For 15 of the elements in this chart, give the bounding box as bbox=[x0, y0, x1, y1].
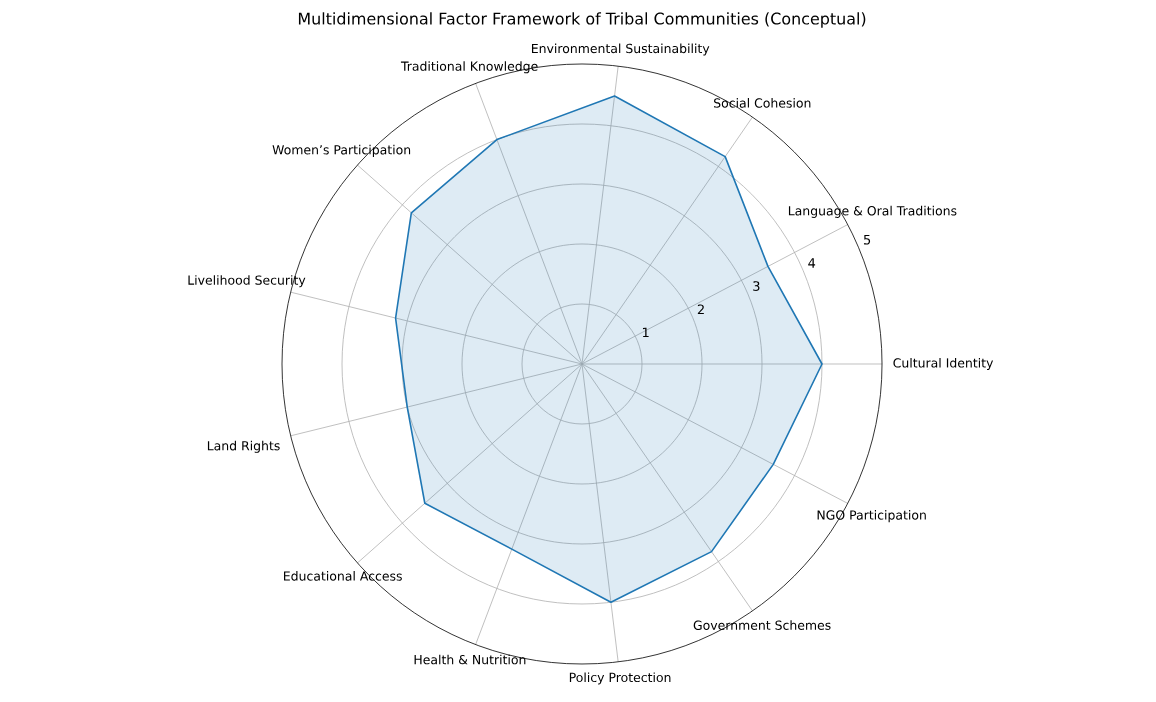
y-tick-label: 2 bbox=[697, 304, 704, 315]
spoke-label: Traditional Knowledge bbox=[400, 61, 538, 74]
spoke-label: Health & Nutrition bbox=[414, 654, 526, 665]
spoke-label: Environmental Sustainability bbox=[532, 43, 710, 56]
spoke-label: Land Rights bbox=[207, 440, 280, 453]
spoke-label: NGO Participation bbox=[817, 510, 926, 523]
spoke-label: Policy Protection bbox=[569, 672, 671, 685]
spoke-label: Cultural Identity bbox=[893, 357, 994, 371]
spoke-label: Livelihood Security bbox=[188, 275, 306, 288]
spoke-label: Language & Oral Traditions bbox=[788, 205, 957, 218]
y-tick-label: 3 bbox=[753, 281, 760, 291]
y-tick-label: 1 bbox=[642, 327, 649, 338]
chart-title: Multidimensional Factor Framework of Tribal Communities (Conceptual) bbox=[298, 12, 866, 28]
y-tick-label: 5 bbox=[863, 234, 871, 245]
y-tick-label: 4 bbox=[808, 258, 816, 268]
